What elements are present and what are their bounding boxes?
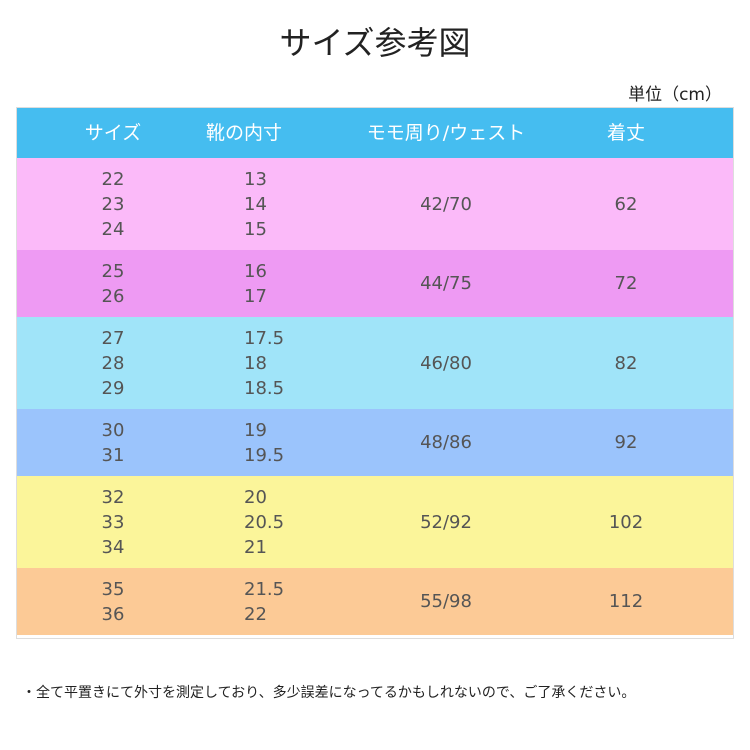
size: 24: [101, 218, 125, 240]
waist: 55/98: [420, 591, 472, 612]
size-group: 22 23 24 13 14 15 42/70 62: [17, 158, 733, 250]
size: 29: [101, 377, 125, 399]
length: 102: [608, 511, 644, 533]
shoe-length: 17: [244, 285, 267, 307]
waist: 46/80: [420, 352, 472, 374]
size: 27: [101, 327, 125, 349]
column-header: モモ周り/ウェスト: [366, 122, 526, 144]
shoe-length: 19.5: [244, 444, 285, 466]
header-row: サイズ 靴の内寸 モモ周り/ウェスト 着丈: [17, 108, 733, 158]
size: 23: [101, 193, 125, 215]
size-group: 25 26 16 17 44/75 72: [17, 250, 733, 317]
shoe-length: 15: [244, 218, 267, 240]
column-header: 着丈: [606, 122, 645, 144]
title: サイズ参考図: [279, 24, 471, 62]
shoe-length: 20: [244, 486, 267, 508]
size: 25: [101, 260, 125, 282]
shoe-length: 20.5: [244, 511, 285, 533]
size: 33: [101, 511, 125, 533]
shoe-length: 17.5: [244, 327, 285, 349]
size-group: 35 36 21.5 22 55/98 112: [17, 568, 733, 635]
size: 31: [101, 444, 125, 466]
shoe-length: 21.5: [244, 578, 285, 600]
shoe-length: 18.5: [244, 377, 285, 399]
length: 62: [614, 193, 638, 215]
size: 36: [101, 603, 125, 625]
size: 30: [101, 419, 125, 441]
size: 28: [101, 352, 125, 374]
shoe-length: 14: [244, 193, 267, 215]
length: 72: [614, 273, 638, 294]
waist: 44/75: [420, 273, 472, 294]
size-group: 30 31 19 19.5 48/86 92: [17, 409, 733, 476]
shoe-length: 18: [244, 352, 267, 374]
shoe-length: 16: [244, 260, 267, 282]
shoe-length: 19: [244, 419, 267, 441]
unit: 単位（cm）: [628, 85, 722, 105]
size-group: 27 28 29 17.5 18 18.5 46/80 82: [17, 317, 733, 409]
length: 92: [614, 432, 638, 453]
length: 82: [614, 352, 638, 374]
waist: 48/86: [420, 432, 472, 453]
size: 22: [101, 168, 125, 190]
waist: 52/92: [420, 511, 472, 533]
shoe-length: 13: [244, 168, 267, 190]
waist: 42/70: [420, 193, 472, 215]
size: 34: [101, 536, 125, 558]
column-header: 靴の内寸: [205, 122, 282, 144]
size: 32: [101, 486, 125, 508]
length: 112: [608, 591, 644, 612]
size: 26: [101, 285, 125, 307]
size-group: 32 33 34 20 20.5 21 52/92 102: [17, 476, 733, 568]
note: ・全て平置きにて外寸を測定しており、多少誤差になってるかもしれないので、ご了承く…: [22, 685, 636, 701]
size: 35: [101, 578, 125, 600]
shoe-length: 21: [244, 536, 267, 558]
size-table: サイズ 靴の内寸 モモ周り/ウェスト 着丈 22 23 24 13 14 15 42/70 62 25 2…: [16, 107, 734, 639]
column-header: サイズ: [84, 122, 142, 144]
shoe-length: 22: [244, 603, 267, 625]
